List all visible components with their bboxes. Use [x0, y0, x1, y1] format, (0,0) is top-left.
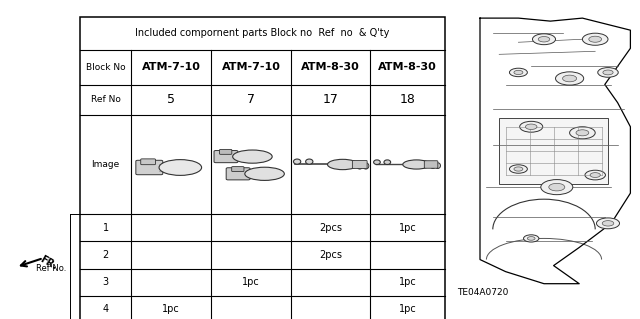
- Text: 7: 7: [247, 93, 255, 106]
- Circle shape: [532, 34, 556, 45]
- Circle shape: [524, 235, 539, 242]
- Circle shape: [525, 124, 537, 130]
- Ellipse shape: [403, 160, 430, 169]
- Text: 17: 17: [323, 93, 339, 106]
- Text: 4: 4: [102, 304, 109, 314]
- Circle shape: [582, 33, 608, 45]
- Text: 2pcs: 2pcs: [319, 223, 342, 233]
- Circle shape: [514, 167, 523, 171]
- Text: FR.: FR.: [38, 254, 59, 271]
- Text: Ref No: Ref No: [91, 95, 120, 104]
- Text: 18: 18: [399, 93, 415, 106]
- Text: 1pc: 1pc: [163, 304, 180, 314]
- Circle shape: [548, 183, 564, 191]
- Circle shape: [520, 121, 543, 132]
- FancyBboxPatch shape: [136, 160, 163, 175]
- Text: 2pcs: 2pcs: [319, 250, 342, 260]
- Circle shape: [602, 221, 614, 226]
- Text: Ref No.: Ref No.: [36, 264, 67, 273]
- Circle shape: [589, 36, 602, 42]
- Text: 1: 1: [102, 223, 109, 233]
- Circle shape: [570, 127, 595, 139]
- Text: Block No: Block No: [86, 63, 125, 72]
- Text: 3: 3: [102, 277, 109, 287]
- Circle shape: [509, 68, 527, 77]
- Text: 1pc: 1pc: [399, 304, 416, 314]
- Text: ATM-7-10: ATM-7-10: [142, 62, 200, 72]
- Circle shape: [527, 237, 535, 240]
- Ellipse shape: [384, 160, 390, 165]
- Text: ATM-7-10: ATM-7-10: [222, 62, 280, 72]
- FancyBboxPatch shape: [220, 149, 232, 154]
- FancyBboxPatch shape: [424, 161, 438, 168]
- Circle shape: [598, 68, 618, 77]
- Circle shape: [585, 170, 605, 180]
- Circle shape: [590, 173, 600, 177]
- Ellipse shape: [356, 163, 363, 169]
- Ellipse shape: [233, 150, 272, 163]
- Ellipse shape: [294, 159, 301, 164]
- Ellipse shape: [363, 163, 369, 169]
- Ellipse shape: [435, 163, 440, 168]
- Circle shape: [576, 130, 589, 136]
- FancyBboxPatch shape: [214, 151, 238, 163]
- Ellipse shape: [306, 159, 313, 164]
- FancyBboxPatch shape: [353, 160, 367, 168]
- Text: Included compornent parts Block no  Ref  no  & Q'ty: Included compornent parts Block no Ref n…: [135, 28, 390, 38]
- Text: 2: 2: [102, 250, 109, 260]
- Text: TE04A0720: TE04A0720: [458, 288, 509, 297]
- Bar: [499, 118, 608, 184]
- Ellipse shape: [159, 160, 202, 175]
- Ellipse shape: [328, 159, 358, 170]
- Ellipse shape: [430, 163, 436, 168]
- Ellipse shape: [245, 167, 284, 181]
- Circle shape: [596, 218, 620, 229]
- FancyBboxPatch shape: [226, 168, 250, 180]
- Circle shape: [509, 165, 527, 173]
- FancyBboxPatch shape: [232, 167, 244, 172]
- Text: ATM-8-30: ATM-8-30: [378, 62, 436, 72]
- Text: 5: 5: [167, 93, 175, 106]
- Text: 1pc: 1pc: [399, 277, 416, 287]
- Circle shape: [541, 180, 573, 195]
- Text: Image: Image: [92, 160, 120, 169]
- Text: ATM-8-30: ATM-8-30: [301, 62, 360, 72]
- Bar: [80, 17, 445, 319]
- Circle shape: [514, 70, 523, 75]
- Circle shape: [556, 72, 584, 85]
- Text: 1pc: 1pc: [399, 223, 416, 233]
- Circle shape: [563, 75, 577, 82]
- Circle shape: [603, 70, 613, 75]
- FancyBboxPatch shape: [141, 159, 156, 165]
- Circle shape: [538, 36, 550, 42]
- Ellipse shape: [374, 160, 380, 165]
- Text: 1pc: 1pc: [243, 277, 260, 287]
